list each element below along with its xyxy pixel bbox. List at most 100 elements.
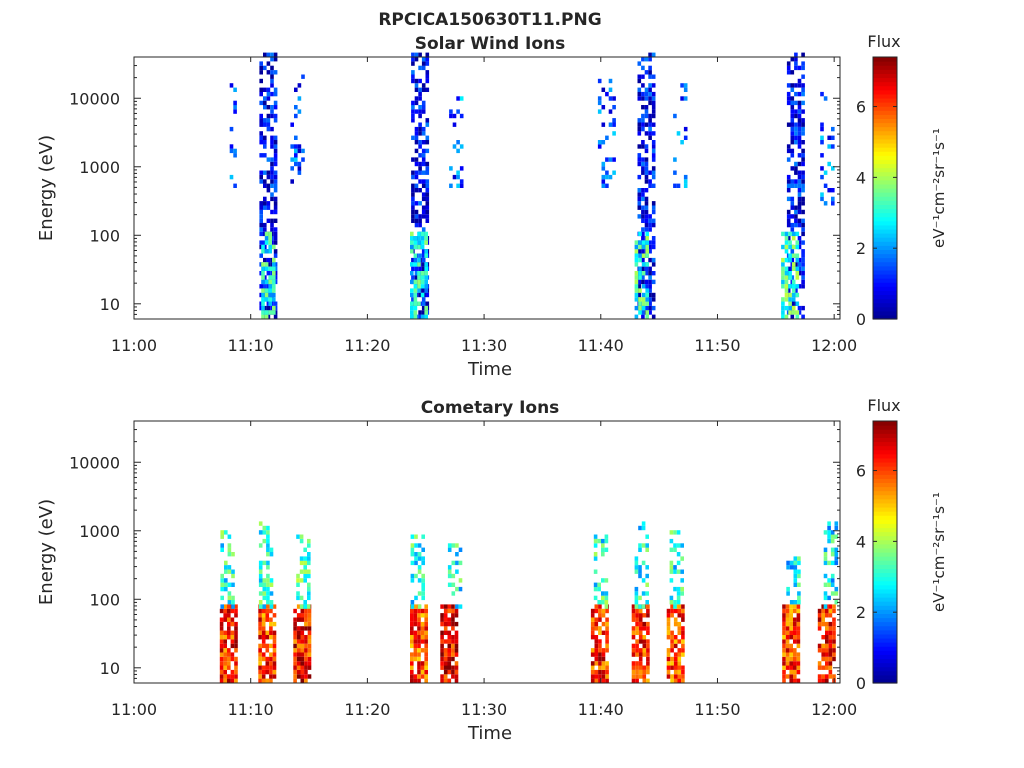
heatmap-cell <box>590 630 595 635</box>
heatmap-cell <box>410 314 414 319</box>
heatmap-cell <box>651 236 656 241</box>
x-tick-label: 11:00 <box>111 700 157 719</box>
heatmap-cell <box>797 573 801 579</box>
heatmap-cell <box>410 240 414 245</box>
heatmap-cell <box>294 113 298 119</box>
heatmap-cell <box>794 83 798 88</box>
heatmap-cell <box>796 626 801 631</box>
heatmap-cell <box>644 218 649 223</box>
heatmap-cell <box>219 639 224 644</box>
x-axis-label: Time <box>467 359 512 380</box>
heatmap-cell <box>785 665 790 670</box>
heatmap-cell <box>307 626 312 631</box>
heatmap-cell <box>644 131 649 136</box>
heatmap-cell <box>410 573 415 579</box>
heatmap-cell <box>440 635 444 640</box>
heatmap-cell <box>648 310 652 315</box>
heatmap-cell <box>790 57 795 62</box>
heatmap-cell <box>789 656 793 662</box>
heatmap-cell <box>825 648 829 653</box>
heatmap-cell <box>795 253 800 258</box>
heatmap-cell <box>414 266 419 271</box>
heatmap-cell <box>265 665 270 670</box>
heatmap-cell <box>272 262 276 267</box>
heatmap-cell <box>638 621 643 627</box>
heatmap-cell <box>789 678 793 683</box>
heatmap-cell <box>272 630 277 635</box>
heatmap-cell <box>641 271 646 276</box>
heatmap-cell <box>644 227 649 232</box>
heatmap-cell <box>673 674 678 679</box>
heatmap-cell <box>417 565 422 570</box>
heatmap-cell <box>797 556 801 561</box>
heatmap-cell <box>797 153 802 158</box>
heatmap-cell <box>303 578 307 583</box>
heatmap-cell <box>418 87 422 92</box>
heatmap-cell <box>827 530 831 535</box>
heatmap-cell <box>443 674 448 679</box>
heatmap-cell <box>411 57 415 62</box>
heatmap-cell <box>230 678 235 683</box>
heatmap-cell <box>263 179 267 184</box>
colorbar-swatch <box>873 155 897 160</box>
heatmap-cell <box>266 552 270 557</box>
heatmap-cell <box>454 648 459 653</box>
heatmap-cell <box>794 91 798 97</box>
heatmap-cell <box>681 643 685 649</box>
heatmap-cell <box>651 279 656 285</box>
heatmap-cell <box>230 639 235 644</box>
heatmap-cell <box>227 608 231 614</box>
heatmap-cell <box>677 613 682 618</box>
heatmap-cell <box>272 284 276 289</box>
heatmap-cell <box>300 665 305 670</box>
heatmap-cell <box>219 665 224 670</box>
heatmap-cell <box>797 188 802 193</box>
heatmap-cell <box>790 166 795 171</box>
heatmap-cell <box>417 543 422 548</box>
heatmap-cell <box>781 279 785 285</box>
heatmap-cell <box>673 652 678 657</box>
heatmap-cell <box>420 271 425 276</box>
heatmap-cell <box>261 301 265 306</box>
heatmap-cell <box>601 608 606 614</box>
heatmap-cell <box>233 148 237 154</box>
colorbar-swatch <box>873 118 897 124</box>
heatmap-cell <box>820 174 824 180</box>
heatmap-cell <box>601 656 606 662</box>
heatmap-cell <box>590 617 595 622</box>
heatmap-cell <box>452 122 457 127</box>
heatmap-cell <box>648 301 652 306</box>
heatmap-cell <box>424 266 428 271</box>
colorbar-tick-label: 0 <box>856 674 866 693</box>
heatmap-cell <box>270 57 274 62</box>
colorbar-swatch <box>873 175 897 181</box>
heatmap-cell <box>797 310 802 315</box>
heatmap-cell <box>265 648 270 653</box>
heatmap-cell <box>410 271 414 276</box>
heatmap-cell <box>296 635 301 640</box>
heatmap-cell <box>418 253 422 258</box>
heatmap-cell <box>227 652 231 657</box>
heatmap-cell <box>273 253 278 258</box>
heatmap-cell <box>266 170 271 175</box>
heatmap-cell <box>673 656 678 662</box>
heatmap-cell <box>272 244 276 250</box>
heatmap-cell <box>645 236 649 241</box>
heatmap-cell <box>454 665 459 670</box>
heatmap-cell <box>645 301 649 306</box>
heatmap-cell <box>259 78 263 84</box>
heatmap-cell <box>784 266 789 271</box>
heatmap-cell <box>785 643 790 649</box>
heatmap-cell <box>797 161 802 167</box>
heatmap-cell <box>781 262 785 267</box>
heatmap-cell <box>421 257 426 263</box>
heatmap-cell <box>644 109 649 114</box>
heatmap-cell <box>258 573 263 579</box>
heatmap-cell <box>447 604 452 609</box>
heatmap-cell <box>447 608 452 614</box>
heatmap-cell <box>832 626 836 631</box>
heatmap-cell <box>264 266 269 271</box>
heatmap-cell <box>262 560 267 566</box>
colorbar-swatch <box>873 449 897 455</box>
heatmap-cell <box>828 613 833 618</box>
